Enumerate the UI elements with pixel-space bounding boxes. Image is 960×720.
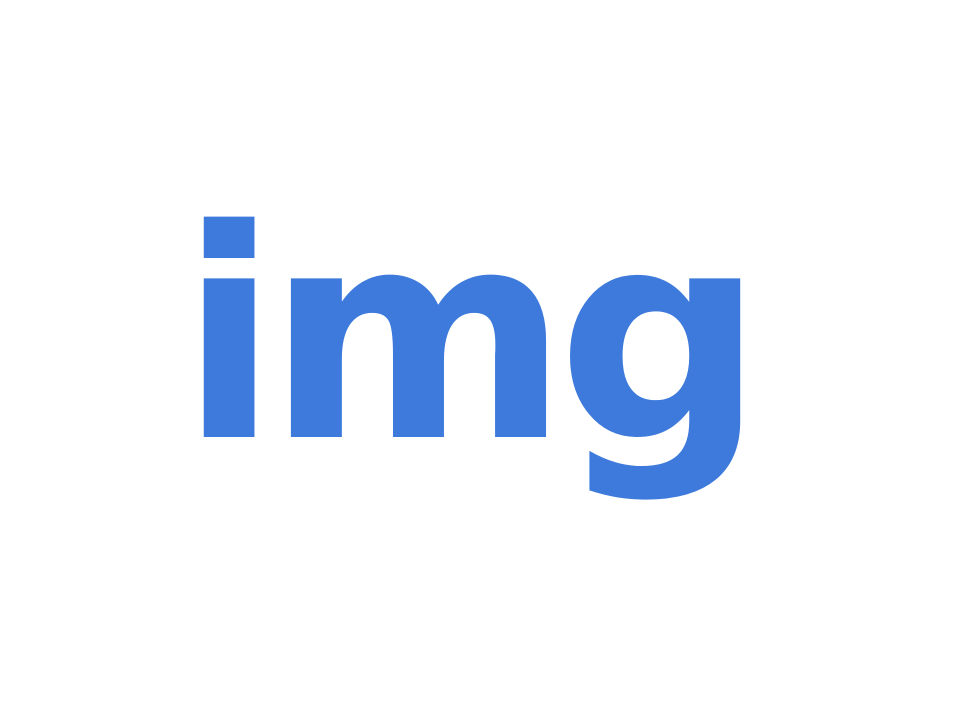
image-placeholder-text: img [179,169,752,506]
